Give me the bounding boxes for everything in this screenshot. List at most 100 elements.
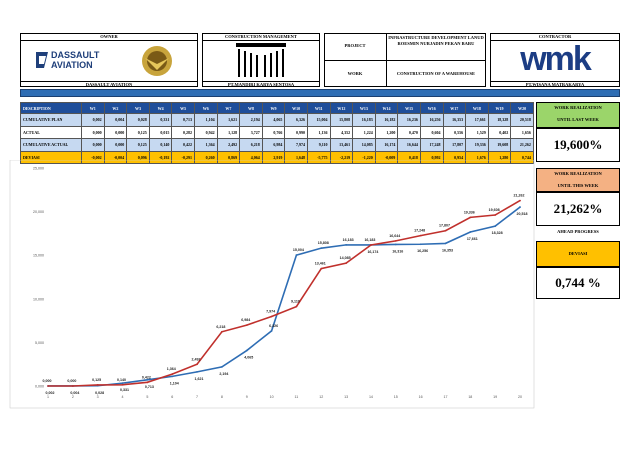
- data-label-actual: 17,248: [414, 229, 425, 233]
- table-cell: 0,713: [171, 113, 195, 127]
- table-cell: -0,009: [374, 150, 399, 165]
- work-value: CONSTRUCTION OF A WAREHOUSE: [396, 71, 476, 76]
- table-cell: 17,661: [465, 113, 489, 127]
- table-header-row: DESCRIPTION W1 W2 W3 W4 W5 W6 W7 W8 W9 W…: [20, 102, 534, 114]
- series-point-actual: [245, 324, 248, 326]
- series-point-actual: [96, 384, 99, 386]
- table-cell: 6,326: [284, 113, 308, 127]
- x-tick-label: 4: [122, 395, 124, 399]
- table-cell: 7,974: [284, 138, 308, 152]
- data-label-plan: 0,002: [46, 391, 55, 395]
- table-cell: 0,744: [510, 150, 534, 165]
- table-cell: 0,125: [126, 138, 150, 152]
- this-week-title-2: UNTIL THIS WEEK: [557, 183, 599, 188]
- table-cell: 0,418: [397, 150, 421, 165]
- table-cell: 0,282: [171, 125, 195, 140]
- data-label-plan: 6,326: [269, 324, 278, 328]
- table-cell: 0,028: [126, 113, 150, 127]
- table-cell: 2,194: [239, 113, 263, 127]
- table-cell: 16,644: [397, 138, 421, 152]
- x-tick-label: 11: [295, 395, 299, 399]
- dassault-logo: DASSAULT AVIATION: [34, 48, 134, 72]
- data-label-plan: 2,194: [219, 372, 228, 376]
- table-cell: 6,984: [261, 138, 286, 152]
- x-tick-label: 18: [468, 395, 472, 399]
- data-label-actual: 19,608: [489, 208, 500, 212]
- table-cell: 0,096: [126, 150, 150, 165]
- week-header: W12: [329, 102, 354, 114]
- series-point-actual: [47, 385, 49, 387]
- x-tick-label: 2: [72, 395, 74, 399]
- series-point-plan: [196, 370, 198, 373]
- chart-frame: [9, 160, 535, 409]
- table-cell: 0,000: [81, 125, 105, 140]
- this-week-header: [536, 168, 620, 192]
- x-tick-label: 17: [443, 395, 447, 399]
- week-header: W19: [487, 102, 512, 114]
- cm-logo-icon: [236, 43, 286, 77]
- table-cell: 0,000: [81, 138, 105, 152]
- contractor-rule: [490, 40, 620, 41]
- data-label-actual: 2,492: [192, 357, 201, 361]
- series-point-actual: [71, 385, 74, 387]
- data-label-actual: 13,461: [315, 262, 326, 266]
- table-cell: 19,608: [487, 138, 512, 152]
- header-contractor-box: [490, 33, 620, 87]
- data-label-plan: 16,316: [392, 249, 403, 253]
- data-label-actual: 0,000: [67, 379, 76, 383]
- x-tick-label: 10: [270, 395, 274, 399]
- week-header: W3: [126, 102, 150, 114]
- data-label-plan: 17,661: [467, 237, 478, 241]
- series-point-plan: [295, 254, 298, 257]
- series-line-plan: [47, 206, 521, 387]
- row-actual: ACTUAL 0,000 0,000 0,125 0,015 0,282 0,942 1,12…: [20, 125, 534, 140]
- data-label-actual: 19,336: [464, 210, 475, 214]
- series-point-plan: [220, 365, 223, 368]
- data-label-actual: 21,262: [514, 194, 525, 198]
- table-cell: 15,004: [306, 113, 331, 127]
- progress-status: AHEAD PROGRESS: [557, 229, 599, 234]
- table-cell: 0,990: [284, 125, 308, 140]
- x-tick-label: 15: [394, 395, 398, 399]
- table-cell: 0,766: [261, 125, 286, 140]
- week-header: W16: [419, 102, 444, 114]
- header-cm-box: [202, 33, 320, 87]
- project-hrule: [324, 60, 486, 61]
- last-week-header: [536, 102, 620, 128]
- table-cell: 0,422: [171, 138, 195, 152]
- data-label-actual: 17,807: [439, 224, 450, 228]
- table-cell: 0,470: [397, 125, 421, 140]
- data-label-plan: 15,808: [318, 241, 329, 245]
- series-point-actual: [220, 330, 223, 333]
- table-cell: 19,336: [465, 138, 489, 152]
- table-cell: 1,200: [374, 125, 399, 140]
- table-cell: 16,236: [397, 113, 421, 127]
- week-header: W4: [148, 102, 173, 114]
- project-label: PROJECT: [344, 43, 366, 48]
- x-tick-label: 19: [493, 395, 497, 399]
- table-cell: 4,352: [329, 125, 354, 140]
- row-cumulative-actual: CUMULATIVE ACTUAL 0,000 0,000 0,125 0,140 0,4…: [20, 138, 534, 152]
- series-point-actual: [146, 381, 149, 384]
- table-cell: 1,648: [284, 150, 308, 165]
- y-tick-label: 20,000: [33, 210, 44, 214]
- cm-rule: [202, 40, 320, 41]
- week-header: W10: [284, 102, 308, 114]
- table-cell: 1,280: [487, 150, 512, 165]
- x-tick-label: 9: [246, 395, 248, 399]
- table-cell: 16,182: [374, 113, 399, 127]
- series-point-actual: [394, 239, 397, 242]
- emblem-icon: [142, 46, 172, 76]
- cm-bottom-rule: [202, 81, 320, 82]
- x-tick-label: 5: [146, 395, 148, 399]
- x-tick-label: 13: [344, 395, 348, 399]
- this-week-value: 21,262%: [536, 192, 620, 226]
- air-force-emblem: [140, 44, 174, 78]
- series-point-actual: [345, 262, 348, 265]
- series-line-actual: [48, 199, 521, 387]
- table-cell: 6,218: [239, 138, 263, 152]
- progress-table: DESCRIPTION W1 W2 W3 W4 W5 W6 W7 W8 W9 W…: [20, 102, 534, 165]
- table-cell: -0,291: [171, 150, 195, 165]
- week-header: W9: [261, 102, 286, 114]
